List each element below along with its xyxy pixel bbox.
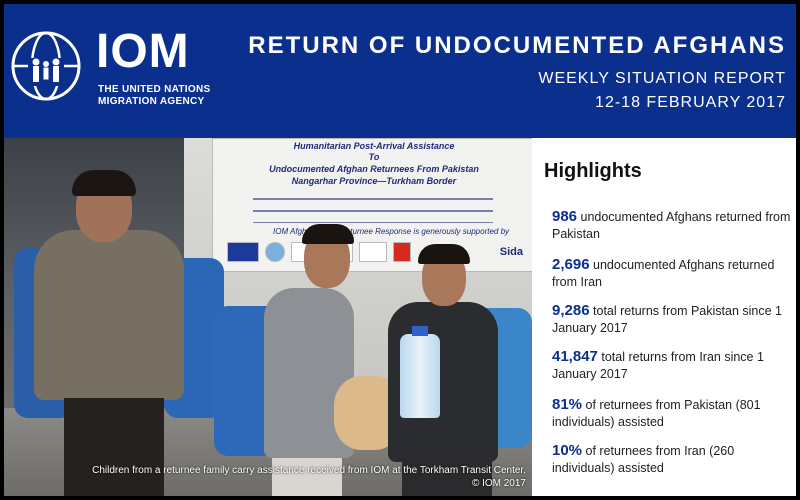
donor-logo-icon [359,242,387,262]
photo-credit: © IOM 2017 [471,478,526,489]
org-name: IOM [96,25,190,78]
un-logo-icon [265,242,285,262]
child-left-jacket [34,230,184,400]
highlights-heading: Highlights [544,160,642,182]
child-left-clothes [64,398,164,496]
highlight-text: undocumented Afghans returned from Pakis… [552,210,791,241]
highlight-text: total returns from Pakistan since 1 Janu… [552,304,782,335]
report-title: RETURN OF UNDOCUMENTED AFGHANS [248,32,786,59]
child-right-hair [418,244,470,264]
highlight-number: 81% [552,396,583,413]
highlight-item: 41,847 total returns from Iran since 1 J… [552,348,792,383]
report-subtitle: WEEKLY SITUATION REPORT [538,70,786,87]
report-frame: IOM THE UNITED NATIONS MIGRATION AGENCY … [4,4,796,496]
banner-line-1: Humanitarian Post-Arrival Assistance [293,141,455,151]
photo-caption: Children from a returnee family carry as… [92,465,526,476]
sida-logo: Sida [499,246,523,258]
org-subtitle: THE UNITED NATIONS MIGRATION AGENCY [98,84,210,108]
child-middle-hair [302,224,354,244]
highlight-text: undocumented Afghans returned from Iran [552,258,775,289]
donor-logos: Sida [227,239,523,265]
highlight-number: 10% [552,442,583,459]
highlight-item: 10% of returnees from Iran (260 individu… [552,442,792,477]
banner-line-3: Undocumented Afghan Returnees From Pakis… [269,164,479,174]
child-left-hair [72,170,136,196]
swiss-flag-icon [393,242,411,262]
banner-script-text [253,193,493,223]
highlight-number: 41,847 [552,348,598,365]
highlight-item: 9,286 total returns from Pakistan since … [552,302,792,337]
cover-photo: Humanitarian Post-Arrival Assistance To … [4,138,532,496]
banner-support-text: IOM Afghanistan's Returnee Response is g… [273,227,510,236]
header-banner: IOM THE UNITED NATIONS MIGRATION AGENCY … [4,4,796,138]
highlight-number: 2,696 [552,256,590,273]
water-bottle-icon [400,334,440,418]
highlight-text: of returnees from Iran (260 individuals)… [552,444,735,475]
child-right-clothes [402,458,492,496]
banner-line-2: To [368,152,380,162]
bottle-cap-icon [412,326,428,336]
highlight-number: 9,286 [552,302,590,319]
highlight-item: 81% of returnees from Pakistan (801 indi… [552,396,792,431]
report-date-range: 12-18 FEBRUARY 2017 [595,94,786,111]
highlight-item: 986 undocumented Afghans returned from P… [552,208,792,243]
iom-globe-logo-icon [11,31,81,101]
org-subtitle-line1: THE UNITED NATIONS [98,84,211,95]
highlight-text: of returnees from Pakistan (801 individu… [552,398,761,429]
highlight-text: total returns from Iran since 1 January … [552,350,764,381]
org-subtitle-line2: MIGRATION AGENCY [98,96,205,107]
highlight-number: 986 [552,208,578,225]
assistance-banner: Humanitarian Post-Arrival Assistance To … [212,138,532,272]
banner-line-4: Nangarhar Province—Turkham Border [291,176,457,186]
highlight-item: 2,696 undocumented Afghans returned from… [552,256,792,291]
highlights-panel: Highlights 986 undocumented Afghans retu… [532,138,796,496]
child-middle-clothes [272,458,342,496]
eu-flag-icon [227,242,259,262]
